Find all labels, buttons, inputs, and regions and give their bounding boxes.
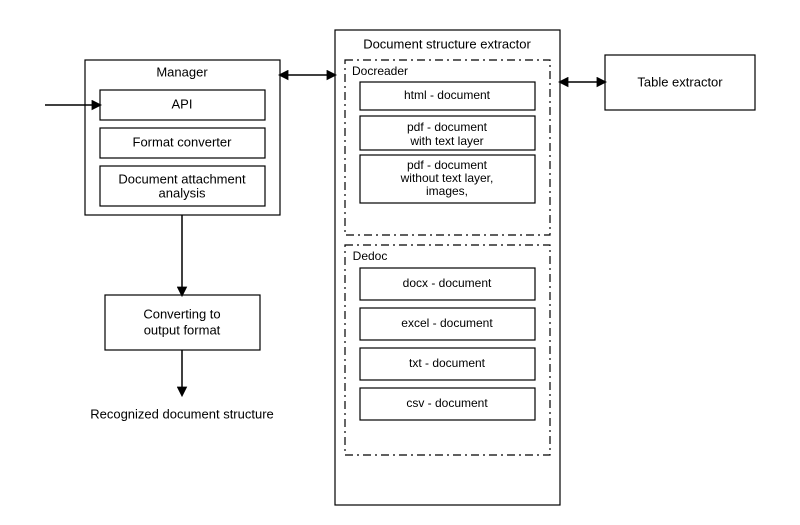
svg-text:pdf - document: pdf - document: [407, 120, 488, 134]
dedoc-item-csv: csv - document: [360, 388, 535, 420]
svg-text:html - document: html - document: [404, 88, 491, 102]
output-label: Recognized document structure: [90, 406, 274, 421]
manager-item-format-converter: Format converter: [100, 128, 265, 158]
svg-text:analysis: analysis: [159, 185, 206, 200]
diagram-canvas: Manager API Format converter Document at…: [0, 0, 800, 525]
svg-text:with text layer: with text layer: [409, 134, 483, 148]
svg-text:Document attachment: Document attachment: [118, 171, 246, 186]
dedoc-item-docx: docx - document: [360, 268, 535, 300]
table-extractor-block: Table extractor: [605, 55, 755, 110]
docreader-item-pdf-images: pdf - document without text layer, image…: [360, 155, 535, 203]
svg-text:txt - document: txt - document: [409, 356, 486, 370]
manager-item-api: API: [100, 90, 265, 120]
manager-item-attachment-analysis: Document attachment analysis: [100, 166, 265, 206]
svg-text:without text layer,: without text layer,: [400, 171, 494, 185]
svg-text:Format converter: Format converter: [133, 134, 233, 149]
extractor-block: Document structure extractor Docreader h…: [335, 30, 560, 505]
docreader-item-html: html - document: [360, 82, 535, 110]
extractor-title: Document structure extractor: [363, 36, 531, 51]
manager-block: Manager API Format converter Document at…: [85, 60, 280, 215]
docreader-item-pdf-text: pdf - document with text layer: [360, 116, 535, 150]
svg-text:Table extractor: Table extractor: [637, 74, 723, 89]
manager-title: Manager: [156, 64, 208, 79]
dedoc-item-excel: excel - document: [360, 308, 535, 340]
svg-text:API: API: [172, 96, 193, 111]
svg-text:images,: images,: [426, 184, 468, 198]
svg-text:csv - document: csv - document: [406, 396, 488, 410]
svg-text:pdf - document: pdf - document: [407, 158, 488, 172]
svg-text:Converting to: Converting to: [143, 306, 220, 321]
svg-text:docx - document: docx - document: [403, 276, 492, 290]
converter-block: Converting to output format: [105, 295, 260, 350]
dedoc-title: Dedoc: [353, 249, 388, 263]
dedoc-item-txt: txt - document: [360, 348, 535, 380]
svg-text:output format: output format: [144, 322, 221, 337]
docreader-title: Docreader: [352, 64, 408, 78]
svg-text:excel - document: excel - document: [401, 316, 493, 330]
